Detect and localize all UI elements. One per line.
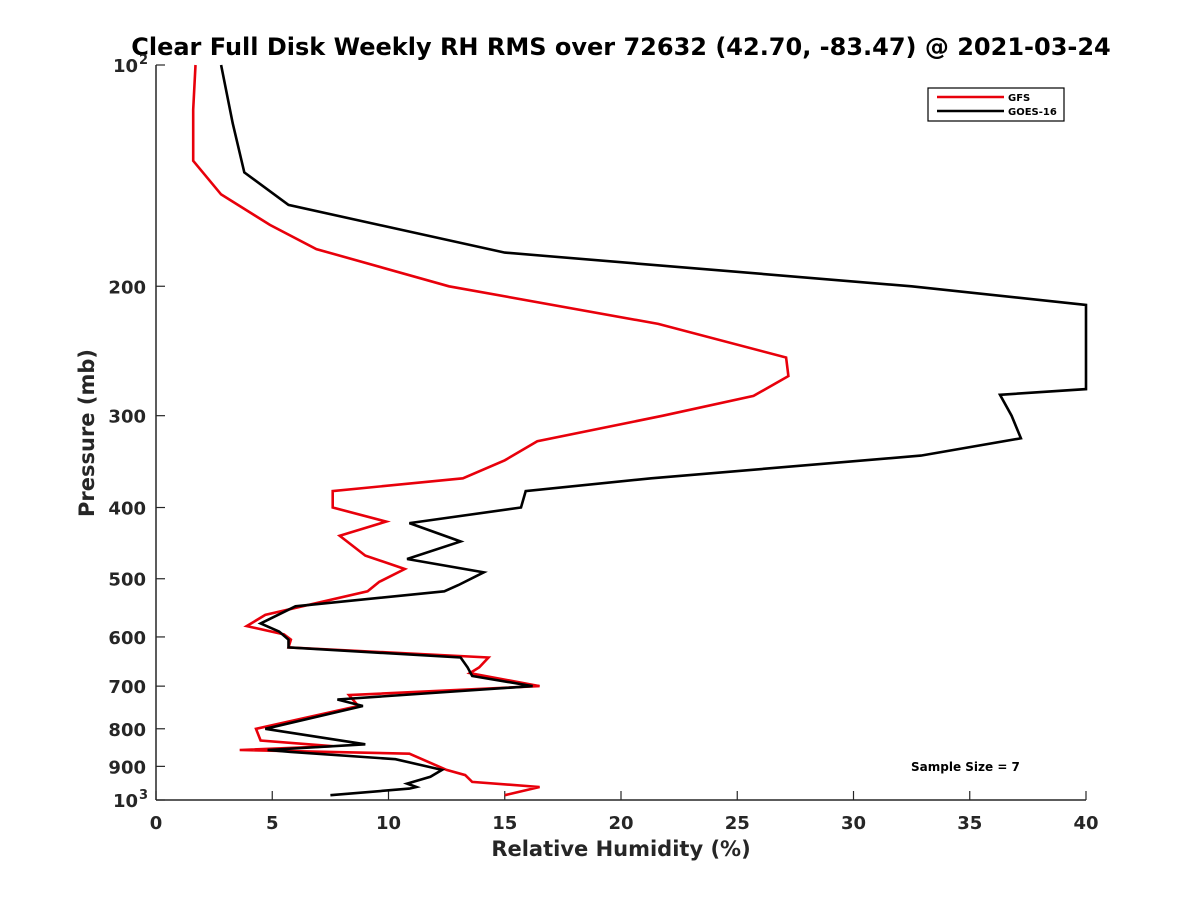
series-line-goes-16 (219, 64, 1088, 797)
sample-size-annotation: Sample Size = 7 (911, 760, 1020, 774)
chart-title: Clear Full Disk Weekly RH RMS over 72632… (131, 33, 1111, 61)
y-tick-label: 600 (108, 628, 146, 649)
legend: GFS GOES-16 (927, 87, 1065, 122)
x-tick-label: 20 (608, 813, 633, 834)
x-tick-label: 10 (376, 813, 401, 834)
y-tick-label: 200 (108, 277, 146, 298)
y-tick-label: 500 (108, 570, 146, 591)
x-tick-label: 40 (1073, 813, 1098, 834)
y-axis-label: Pressure (mb) (75, 349, 99, 517)
x-tick-label: 30 (841, 813, 866, 834)
x-tick-label: 15 (492, 813, 517, 834)
series-layer (191, 64, 1088, 797)
y-tick-label: 10 (113, 56, 138, 77)
series-line-gfs (191, 64, 790, 797)
x-tick-label: 35 (957, 813, 982, 834)
y-tick-label: 900 (108, 757, 146, 778)
x-tick-label: 0 (150, 813, 163, 834)
x-axis-label: Relative Humidity (%) (491, 837, 750, 861)
y-tick-label: 700 (108, 677, 146, 698)
y-tick-label: 300 (108, 407, 146, 428)
x-axis-ticks: 0 5 10 15 20 25 30 35 40 (150, 791, 1099, 834)
y-tick-label: 400 (108, 499, 146, 520)
legend-goes16-label: GOES-16 (1008, 107, 1057, 118)
y-tick-label: 800 (108, 720, 146, 741)
y-tick-label: 10 (113, 791, 138, 812)
y-tick-exponent: 2 (139, 53, 148, 68)
x-tick-label: 25 (725, 813, 750, 834)
x-tick-label: 5 (266, 813, 279, 834)
legend-gfs-label: GFS (1008, 93, 1030, 104)
y-tick-exponent: 3 (139, 788, 148, 803)
legend-box (927, 87, 1065, 122)
